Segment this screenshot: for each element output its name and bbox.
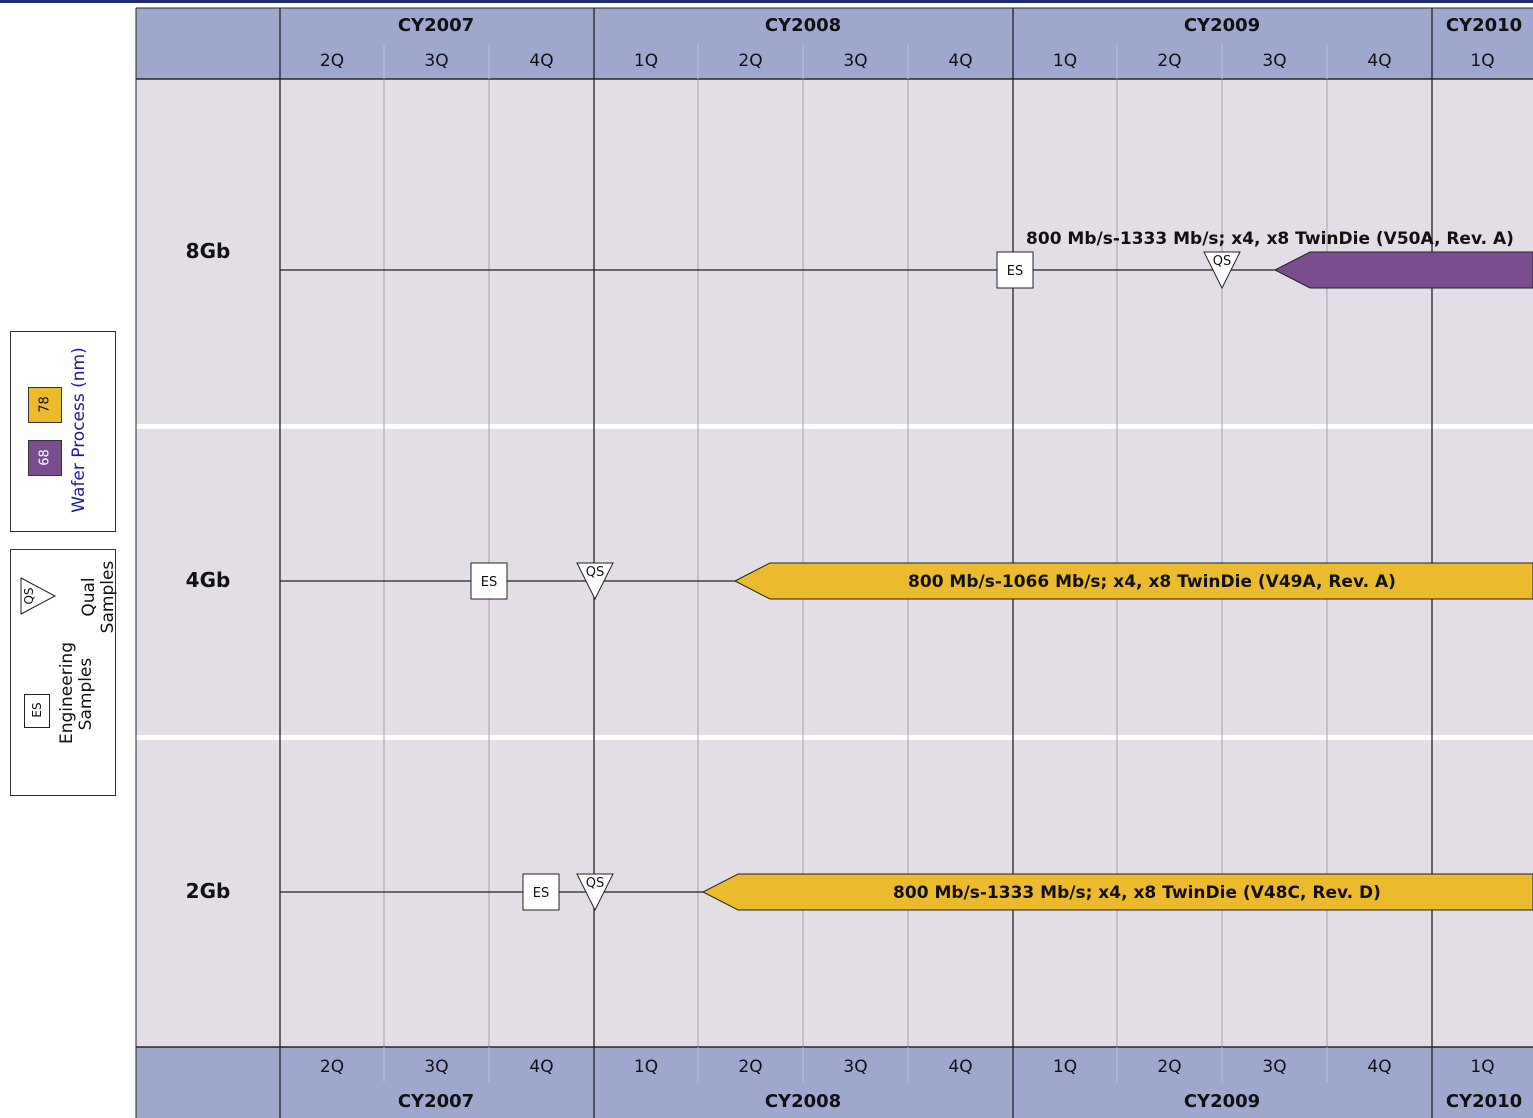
quarter-label-top: 2Q bbox=[1157, 51, 1181, 71]
engineering-samples-label: Engineering Samples bbox=[57, 642, 96, 744]
year-label-top-cy2010: CY2010 bbox=[1446, 15, 1522, 36]
es-marker-4gb bbox=[470, 562, 508, 600]
quarter-label-bottom: 4Q bbox=[948, 1057, 972, 1077]
quarter-label-bottom: 3Q bbox=[1262, 1057, 1286, 1077]
product-label-4gb: 800 Mb/s-1066 Mb/s; x4, x8 TwinDie (V49A… bbox=[908, 572, 1396, 592]
row-separator bbox=[136, 735, 1533, 740]
quarter-label-top: 1Q bbox=[634, 51, 658, 71]
density-label-4gb: 4Gb bbox=[186, 568, 231, 592]
quarter-label-top: 2Q bbox=[320, 51, 344, 71]
process-68-swatch: 68 bbox=[28, 440, 62, 476]
year-label-bottom-cy2007: CY2007 bbox=[398, 1091, 474, 1112]
quarter-label-bottom: 1Q bbox=[634, 1057, 658, 1077]
quarter-label-bottom: 1Q bbox=[1053, 1057, 1077, 1077]
wafer-process-title: Wafer Process (nm) bbox=[69, 347, 89, 513]
qs-marker-8gb bbox=[1203, 251, 1241, 290]
qs-marker-label-4gb: QS bbox=[586, 565, 604, 580]
qs-marker-label-2gb: QS bbox=[586, 876, 604, 891]
quarter-label-bottom: 2Q bbox=[738, 1057, 762, 1077]
quarter-label-top: 2Q bbox=[738, 51, 762, 71]
quarter-label-bottom: 2Q bbox=[320, 1057, 344, 1077]
process-78-label: 78 bbox=[37, 396, 53, 413]
svg-text:QS: QS bbox=[22, 587, 36, 604]
qs-legend-icon: QS bbox=[20, 577, 57, 615]
quarter-label-bottom: 4Q bbox=[1367, 1057, 1391, 1077]
top-border-line bbox=[0, 0, 1533, 3]
top-header-background bbox=[136, 8, 1533, 79]
quarter-label-top: 4Q bbox=[529, 51, 553, 71]
quarter-label-bottom: 2Q bbox=[1157, 1057, 1181, 1077]
marker-legend: ES QS Engineering Samples Qual Samples bbox=[10, 549, 118, 796]
qs-marker-2gb bbox=[576, 873, 614, 912]
es-marker-8gb bbox=[996, 251, 1034, 289]
product-label-2gb: 800 Mb/s-1333 Mb/s; x4, x8 TwinDie (V48C… bbox=[893, 883, 1381, 903]
density-label-8gb: 8Gb bbox=[186, 239, 231, 263]
quarter-label-top: 3Q bbox=[1262, 51, 1286, 71]
qual-samples-label: Qual Samples bbox=[79, 560, 118, 634]
production-bar-8gb bbox=[1273, 251, 1533, 289]
es-marker-2gb bbox=[522, 873, 560, 911]
qs-marker-4gb bbox=[576, 562, 614, 601]
wafer-process-legend: 68 78 Wafer Process (nm) bbox=[10, 331, 116, 532]
quarter-label-bottom: 3Q bbox=[843, 1057, 867, 1077]
production-bar-4gb bbox=[733, 562, 1533, 600]
bottom-header-background bbox=[136, 1047, 1533, 1118]
quarter-label-top: 4Q bbox=[948, 51, 972, 71]
es-marker-label-8gb: ES bbox=[1007, 264, 1023, 279]
qs-marker-label-8gb: QS bbox=[1213, 254, 1231, 269]
es-legend-icon: ES bbox=[24, 694, 50, 728]
quarter-label-top: 4Q bbox=[1367, 51, 1391, 71]
quarter-label-bottom: 1Q bbox=[1470, 1057, 1494, 1077]
year-label-top-cy2008: CY2008 bbox=[765, 15, 841, 36]
year-label-bottom-cy2009: CY2009 bbox=[1184, 1091, 1260, 1112]
quarter-label-top: 3Q bbox=[843, 51, 867, 71]
quarter-label-top: 1Q bbox=[1470, 51, 1494, 71]
product-label-8gb: 800 Mb/s-1333 Mb/s; x4, x8 TwinDie (V50A… bbox=[1026, 229, 1514, 249]
year-label-top-cy2009: CY2009 bbox=[1184, 15, 1260, 36]
year-label-bottom-cy2010: CY2010 bbox=[1446, 1091, 1522, 1112]
process-78-swatch: 78 bbox=[28, 387, 62, 423]
quarter-label-bottom: 3Q bbox=[424, 1057, 448, 1077]
density-label-2gb: 2Gb bbox=[186, 879, 231, 903]
year-label-top-cy2007: CY2007 bbox=[398, 15, 474, 36]
quarter-label-top: 3Q bbox=[424, 51, 448, 71]
quarter-label-top: 1Q bbox=[1053, 51, 1077, 71]
es-legend-icon-text: ES bbox=[30, 702, 44, 718]
year-label-bottom-cy2008: CY2008 bbox=[765, 1091, 841, 1112]
row-separator bbox=[136, 424, 1533, 429]
process-68-label: 68 bbox=[37, 449, 53, 466]
production-bar-2gb bbox=[701, 873, 1533, 911]
quarter-label-bottom: 4Q bbox=[529, 1057, 553, 1077]
es-marker-label-4gb: ES bbox=[481, 575, 497, 590]
es-marker-label-2gb: ES bbox=[533, 886, 549, 901]
